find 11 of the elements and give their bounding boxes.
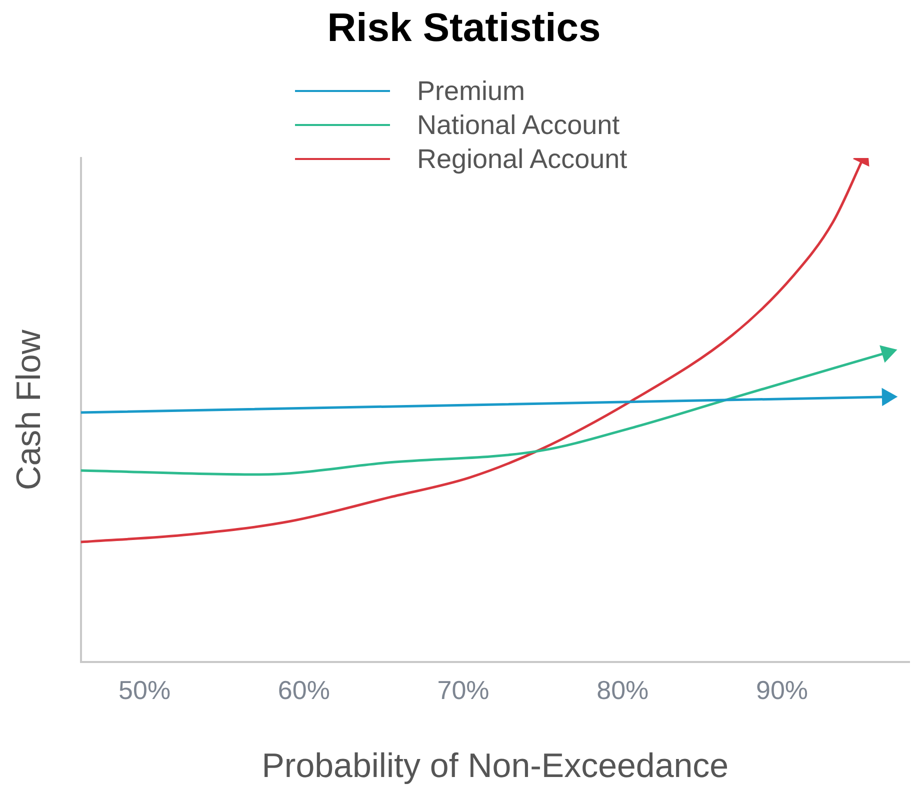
chart-title: Risk Statistics [327,6,601,50]
y-axis-title: Cash Flow [10,329,48,490]
legend-label: Regional Account [417,144,628,174]
x-tick-label: 90% [756,674,808,705]
x-tick-label: 70% [437,674,490,705]
legend-label: National Account [417,110,620,140]
x-tick-label: 60% [278,674,330,705]
x-tick-label: 50% [118,674,171,705]
x-axis-title: Probability of Non-Exceedance [262,746,729,785]
x-tick-label: 80% [596,674,649,705]
legend-label: Premium [417,76,526,106]
